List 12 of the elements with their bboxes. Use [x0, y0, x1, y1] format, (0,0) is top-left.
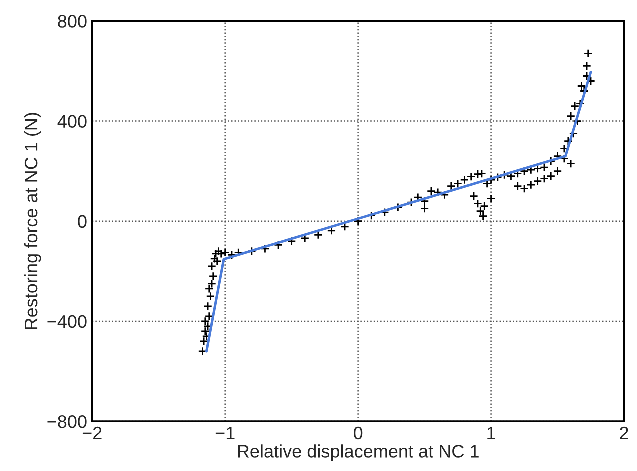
x-tick-label: −1: [216, 427, 235, 440]
y-axis-title: Restoring force at NC 1 (N): [24, 113, 42, 330]
x-tick-label: 0: [354, 426, 363, 440]
y-tick-label: 400: [58, 115, 87, 128]
y-tick-label: −800: [48, 415, 87, 428]
x-tick-label: 2: [620, 426, 628, 440]
y-tick-label: 800: [58, 15, 87, 28]
x-axis-title: Relative displacement at NC 1: [238, 444, 479, 462]
y-tick-label: 0: [78, 215, 87, 228]
x-tick-label: 1: [488, 427, 496, 440]
x-tick-label: −2: [82, 426, 102, 440]
y-tick-label: −400: [48, 315, 87, 328]
